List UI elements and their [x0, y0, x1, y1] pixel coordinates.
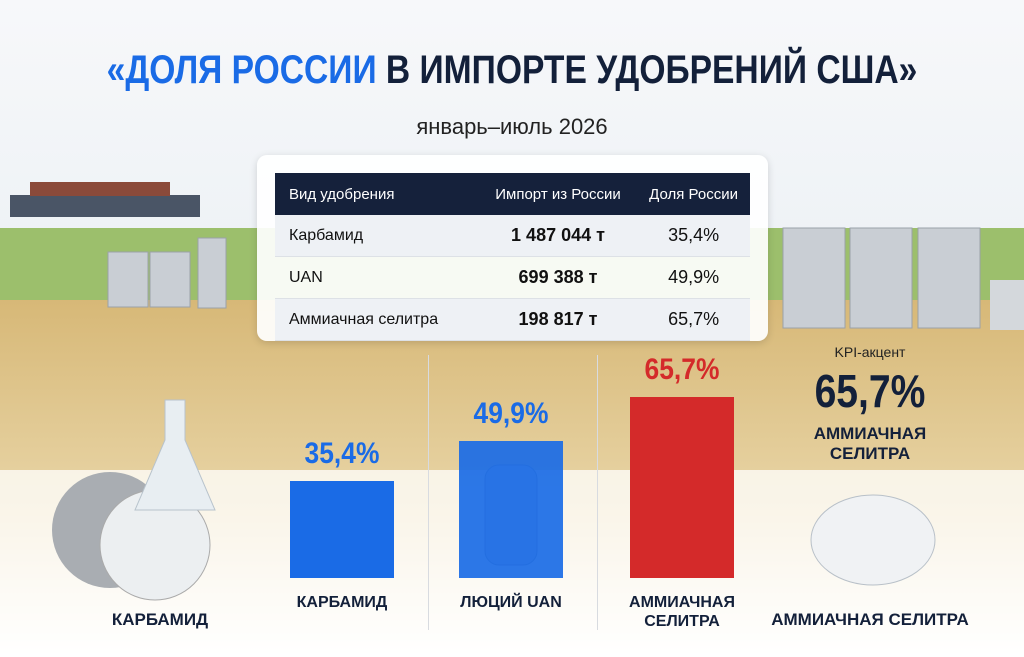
cell: 35,4% — [637, 215, 750, 257]
bar — [630, 397, 734, 578]
bar — [290, 480, 394, 578]
cell: Карбамид — [275, 215, 479, 257]
value-label: 65,7% — [644, 353, 720, 387]
title: «ДОЛЯ РОССИИ В ИМПОРТЕ УДОБРЕНИЙ США» — [82, 48, 942, 93]
table: Вид удобрения Импорт из России Доля России… — [275, 173, 750, 341]
cell: 49,9% — [637, 256, 750, 299]
kpi-label: KPI-акцент — [834, 344, 906, 360]
column-header: Вид удобрения — [275, 173, 479, 215]
separator — [428, 355, 429, 630]
product-label: АММИАЧНАЯ СЕЛИТРА — [771, 610, 969, 629]
separator — [597, 355, 598, 630]
value-label: 35,4% — [304, 436, 380, 470]
cell: 65,7% — [637, 298, 750, 341]
cell: Аммиачная селитра — [275, 298, 479, 341]
cell: UAN — [275, 256, 479, 299]
kpi-caption: АММИАЧНАЯ СЕЛИТРА — [813, 424, 927, 463]
title-rest: В ИМПОРТЕ УДОБРЕНИЙ США» — [385, 48, 918, 92]
subtitle: январь–июль 2026 — [416, 114, 608, 139]
product-label: КАРБАМИД — [111, 610, 209, 629]
title-accent: «ДОЛЯ РОССИИ — [106, 48, 377, 92]
bar — [459, 440, 563, 578]
column-header: Импорт из России — [478, 173, 638, 215]
category-label: КАРБАМИД — [296, 594, 388, 611]
cell: 198 817 т — [478, 298, 638, 341]
category-label: ЛЮЦИЙ UAN — [460, 594, 562, 611]
column-header: Доля России — [637, 173, 750, 215]
cell: 1 487 044 т — [478, 215, 638, 257]
value-label: 49,9% — [473, 396, 549, 430]
category-label: АММИАЧНАЯ СЕЛИТРА — [629, 594, 735, 630]
kpi-value: 65,7% — [814, 365, 926, 417]
cell: 699 388 т — [478, 256, 638, 299]
